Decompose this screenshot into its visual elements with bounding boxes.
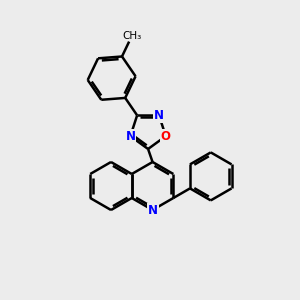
Text: CH₃: CH₃ xyxy=(122,31,142,40)
Text: N: N xyxy=(148,203,158,217)
Text: O: O xyxy=(161,130,171,142)
Text: N: N xyxy=(154,109,164,122)
Text: N: N xyxy=(125,130,135,142)
